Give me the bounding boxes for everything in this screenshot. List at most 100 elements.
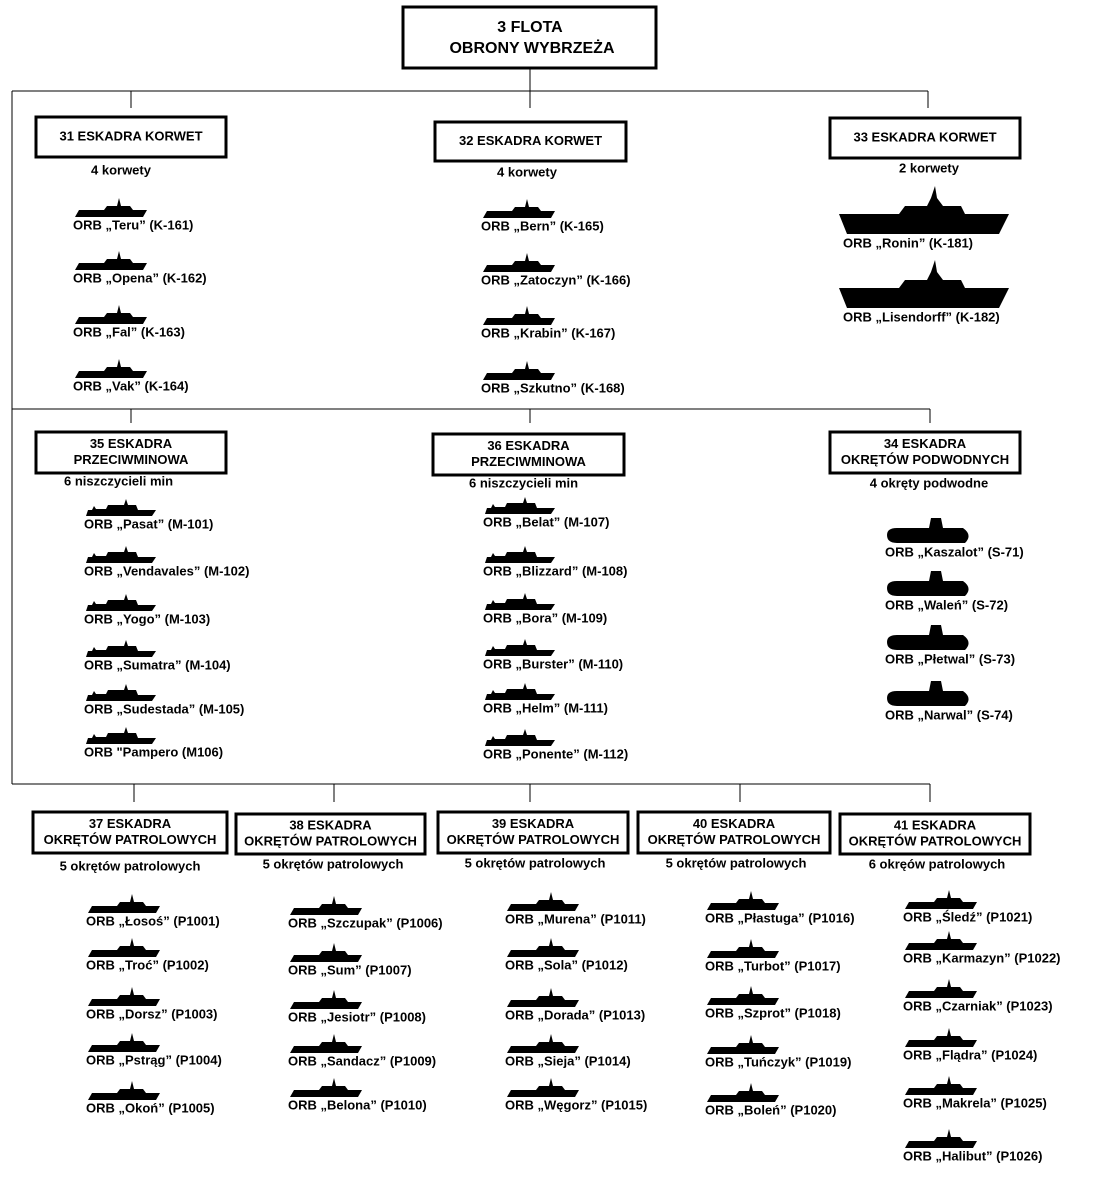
ship-label: ORB „Łosoś” (P1001) — [86, 913, 220, 928]
ship-label: ORB „Yogo” (M-103) — [84, 611, 210, 626]
ship-silhouette — [905, 1076, 977, 1095]
ship-silhouette — [483, 306, 555, 325]
ship-silhouette — [905, 890, 977, 909]
ship-label: ORB „Halibut” (P1026) — [903, 1148, 1042, 1163]
ship-label: ORB „Flądra” (P1024) — [903, 1047, 1037, 1062]
ship-silhouette — [887, 571, 969, 596]
ship-silhouette — [483, 253, 555, 272]
ship-silhouette — [507, 892, 579, 911]
squadron: 32 ESKADRA KORWET 4 korwety ORB „Bern” (K-… — [433, 120, 631, 395]
ship-label: ORB „Pasat” (M-101) — [84, 516, 213, 531]
ship-silhouette — [88, 894, 160, 913]
ship-label: ORB „Vak” (K-164) — [73, 378, 189, 393]
ship-silhouette — [485, 639, 555, 656]
connectors — [11, 68, 931, 802]
ship-silhouette — [290, 990, 362, 1009]
squadron-box — [636, 810, 832, 855]
ship-silhouette — [887, 681, 969, 706]
ship-silhouette — [887, 625, 969, 650]
ship-label: ORB „Makrela” (P1025) — [903, 1095, 1047, 1110]
ship-silhouette — [86, 594, 156, 611]
ship-label: ORB „Kaszalot” (S-71) — [885, 544, 1024, 559]
squadron-box — [34, 115, 228, 159]
ship-label: ORB „Vendavales” (M-102) — [84, 563, 249, 578]
ship-silhouette — [839, 186, 1009, 234]
ship-label: ORB „Dorsz” (P1003) — [86, 1006, 217, 1021]
root-title: 3 FLOTA — [497, 19, 563, 36]
ship-label: ORB „Sieja” (P1014) — [505, 1053, 631, 1068]
squadron-name: OKRĘTÓW PATROLOWYCH — [44, 832, 217, 847]
ship-label: ORB „Sudestada” (M-105) — [84, 701, 244, 716]
ship-count: 6 okręów patrolowych — [869, 856, 1006, 871]
ship-silhouette — [507, 988, 579, 1007]
squadron-name: 34 ESKADRA — [884, 436, 967, 451]
ship-label: ORB „Węgorz” (P1015) — [505, 1097, 647, 1112]
ship-label: ORB „Krabin” (K-167) — [481, 325, 615, 340]
ship-label: ORB „Belona” (P1010) — [288, 1097, 427, 1112]
squadron-name: PRZECIWMINOWA — [74, 452, 189, 467]
ship-label: ORB „Troć” (P1002) — [86, 957, 209, 972]
squadron-name: OKRĘTÓW PATROLOWYCH — [244, 833, 417, 848]
ship-label: ORB „Blizzard” (M-108) — [483, 563, 627, 578]
ship-silhouette — [75, 305, 147, 324]
ship-silhouette — [86, 727, 156, 744]
ship-silhouette — [485, 683, 555, 700]
ship-count: 6 niszczycieli min — [469, 475, 578, 490]
squadron-box — [31, 810, 229, 855]
ship-count: 5 okrętów patrolowych — [60, 858, 201, 873]
ship-silhouette — [86, 499, 156, 516]
ship-label: ORB „Helm” (M-111) — [483, 700, 608, 715]
ship-label: ORB "Pampero (M106) — [84, 744, 223, 759]
ship-label: ORB „Lisendorff” (K-182) — [843, 309, 1000, 324]
ship-label: ORB „Bora” (M-109) — [483, 610, 607, 625]
ship-silhouette — [88, 1081, 160, 1100]
squadron-name: 41 ESKADRA — [894, 817, 977, 832]
ship-silhouette — [707, 1083, 779, 1102]
squadron-box — [433, 120, 628, 163]
ship-silhouette — [88, 987, 160, 1006]
ship-label: ORB „Płastuga” (P1016) — [705, 910, 855, 925]
ship-count: 6 niszczycieli min — [64, 473, 173, 488]
ship-label: ORB „Dorada” (P1013) — [505, 1007, 645, 1022]
ship-label: ORB „Sumatra” (M-104) — [84, 657, 231, 672]
ship-label: ORB „Sola” (P1012) — [505, 957, 628, 972]
ship-label: ORB „Burster” (M-110) — [483, 656, 623, 671]
squadron-name: OKRĘTÓW PATROLOWYCH — [849, 833, 1022, 848]
squadron-box — [34, 430, 228, 475]
ship-silhouette — [483, 199, 555, 218]
ship-label: ORB „Tuńczyk” (P1019) — [705, 1054, 851, 1069]
ship-silhouette — [707, 891, 779, 910]
ship-label: ORB „Ronin” (K-181) — [843, 235, 973, 250]
ship-silhouette — [707, 939, 779, 958]
squadron-name: 36 ESKADRA — [487, 438, 570, 453]
ship-silhouette — [707, 986, 779, 1005]
ship-silhouette — [88, 938, 160, 957]
ship-label: ORB „Opena” (K-162) — [73, 270, 207, 285]
ship-label: ORB „Karmazyn” (P1022) — [903, 950, 1061, 965]
squadron-box — [431, 432, 626, 477]
ship-label: ORB „Waleń” (S-72) — [885, 597, 1008, 612]
ship-silhouette — [839, 260, 1009, 308]
ship-label: ORB „Pstrąg” (P1004) — [86, 1052, 222, 1067]
ship-silhouette — [290, 896, 362, 915]
squadron: 33 ESKADRA KORWET 2 korwety ORB „Ronin” (K… — [828, 116, 1022, 324]
ship-count: 2 korwety — [899, 160, 960, 175]
ship-silhouette — [507, 1034, 579, 1053]
squadron-box — [234, 812, 427, 856]
squadron-box — [828, 430, 1022, 475]
ship-count: 5 okrętów patrolowych — [666, 855, 807, 870]
ship-count: 4 korwety — [91, 162, 152, 177]
ship-label: ORB „Turbot” (P1017) — [705, 958, 841, 973]
root-box — [401, 5, 658, 70]
ship-silhouette — [290, 1078, 362, 1097]
squadron-name: 40 ESKADRA — [693, 816, 776, 831]
ship-silhouette — [75, 198, 147, 217]
squadron-name: OKRĘTÓW PATROLOWYCH — [447, 832, 620, 847]
ship-label: ORB „Czarniak” (P1023) — [903, 998, 1053, 1013]
